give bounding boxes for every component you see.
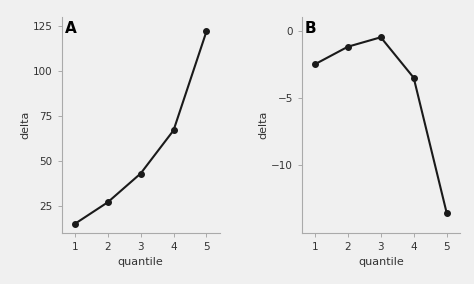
X-axis label: quantile: quantile (118, 258, 164, 268)
Y-axis label: delta: delta (20, 111, 30, 139)
Text: B: B (305, 21, 317, 36)
Text: A: A (65, 21, 76, 36)
Y-axis label: delta: delta (258, 111, 268, 139)
X-axis label: quantile: quantile (358, 258, 404, 268)
